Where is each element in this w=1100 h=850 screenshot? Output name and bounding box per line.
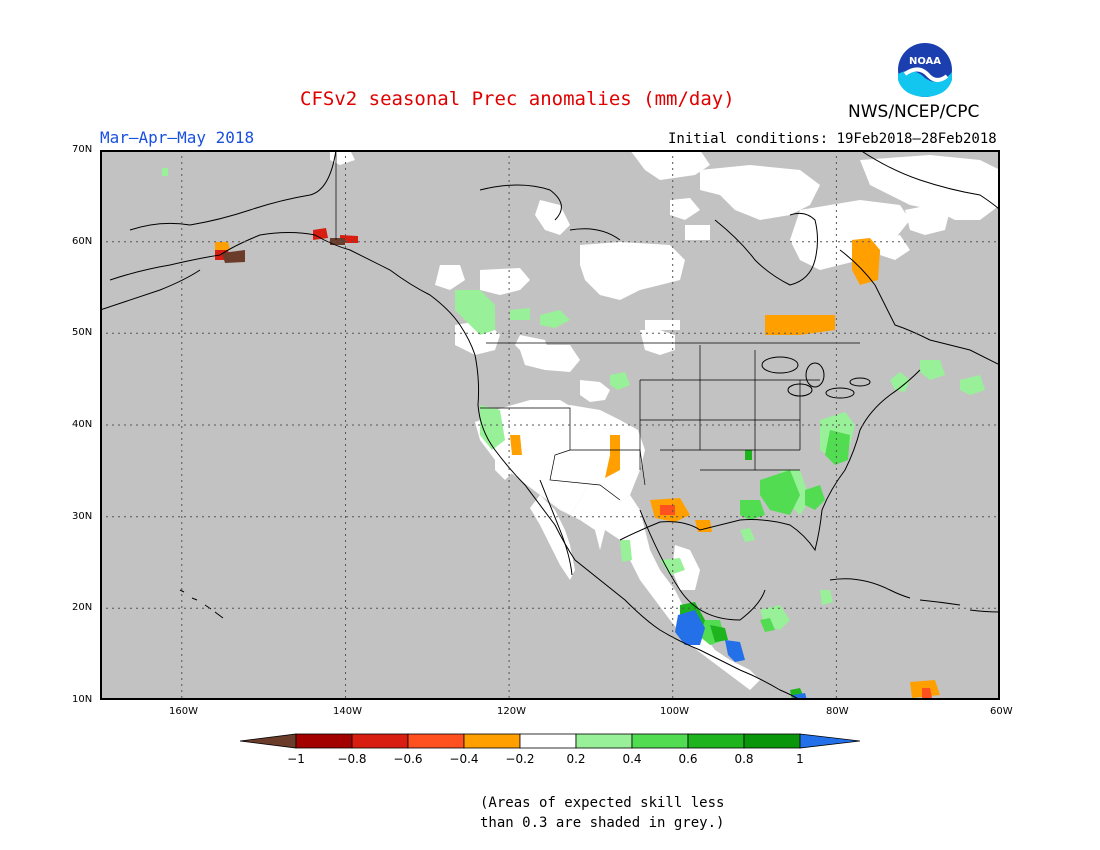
lon-tick-80w: 80W — [826, 706, 849, 717]
svg-text:NOAA: NOAA — [909, 56, 941, 67]
red-orange-anomaly-areas — [660, 505, 932, 698]
colorbar-bin — [575, 733, 633, 749]
medium-green-anomaly-areas — [698, 430, 850, 645]
graticule — [100, 150, 1000, 700]
lat-tick-30n: 30N — [72, 511, 93, 522]
blue-anomaly-areas — [675, 610, 807, 700]
lat-tick-20n: 20N — [72, 602, 93, 613]
precip-anomaly-map — [100, 150, 1000, 700]
lon-tick-100w: 100W — [660, 706, 689, 717]
lat-tick-10n: 10N — [72, 694, 93, 705]
colorbar-label: −0.6 — [393, 752, 422, 766]
coastlines — [100, 150, 1000, 700]
season-label: Mar–Apr–May 2018 — [100, 128, 255, 147]
footnote-line-1: (Areas of expected skill less — [480, 795, 725, 811]
colorbar-label: −0.2 — [505, 752, 534, 766]
colorbar-label: 0.8 — [734, 752, 753, 766]
map-title: CFSv2 seasonal Prec anomalies (mm/day) — [300, 88, 735, 110]
colorbar: −1 −0.8 −0.6 −0.4 −0.2 0.2 0.4 0.6 0.8 1 — [240, 733, 860, 766]
colorbar-bin — [463, 733, 521, 749]
skill-footnote: (Areas of expected skill less than 0.3 a… — [480, 793, 724, 833]
map-frame — [100, 150, 1000, 700]
lon-tick-60w: 60W — [990, 706, 1013, 717]
colorbar-bin — [687, 733, 745, 749]
colorbar-bin — [519, 733, 577, 749]
initial-conditions-label: Initial conditions: 19Feb2018–28Feb2018 — [668, 131, 997, 147]
colorbar-arrow-low — [240, 733, 297, 749]
colorbar-bin — [743, 733, 801, 749]
colorbar-label: 0.6 — [678, 752, 697, 766]
lon-tick-140w: 140W — [333, 706, 362, 717]
colorbar-bin — [351, 733, 409, 749]
brown-anomaly-areas — [222, 238, 345, 263]
colorbar-bin — [295, 733, 353, 749]
colorbar-label: −0.4 — [449, 752, 478, 766]
lat-tick-60n: 60N — [72, 236, 93, 247]
colorbar-label: −0.8 — [337, 752, 366, 766]
colorbar-arrow-high — [799, 733, 860, 749]
colorbar-bin — [631, 733, 689, 749]
lat-tick-50n: 50N — [72, 327, 93, 338]
colorbar-label: 1 — [796, 752, 804, 766]
lat-tick-70n: 70N — [72, 144, 93, 155]
colorbar-label: −1 — [287, 752, 305, 766]
lon-tick-120w: 120W — [497, 706, 526, 717]
colorbar-label: 0.4 — [622, 752, 641, 766]
agency-label: NWS/NCEP/CPC — [848, 102, 980, 122]
colorbar-bin — [407, 733, 465, 749]
near-zero-anomaly-areas — [330, 150, 1000, 690]
footnote-line-2: than 0.3 are shaded in grey.) — [480, 815, 725, 831]
lon-tick-160w: 160W — [169, 706, 198, 717]
colorbar-label: 0.2 — [566, 752, 585, 766]
lat-tick-40n: 40N — [72, 419, 93, 430]
noaa-logo: NOAA — [896, 41, 954, 99]
